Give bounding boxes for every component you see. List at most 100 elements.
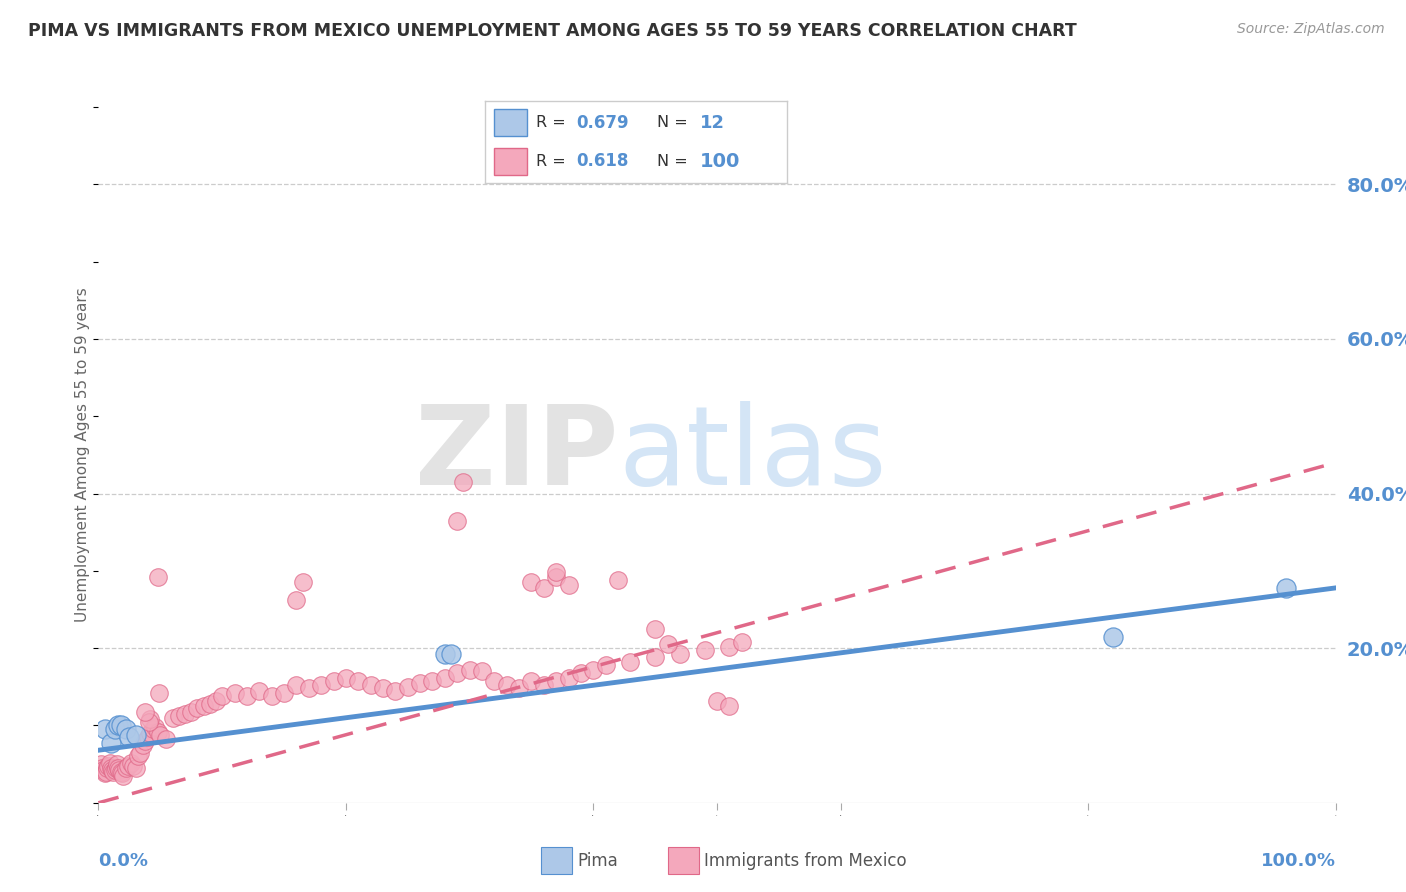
Point	[103, 764, 125, 779]
Point	[224, 686, 246, 700]
Text: ZIP: ZIP	[415, 401, 619, 508]
Point	[422, 673, 444, 688]
Point	[146, 724, 169, 739]
Point	[718, 699, 741, 714]
Point	[731, 635, 754, 649]
Point	[93, 723, 115, 737]
Point	[93, 766, 115, 780]
Text: 0.679: 0.679	[576, 113, 628, 131]
Text: N =: N =	[658, 153, 693, 169]
Point	[533, 581, 555, 595]
Y-axis label: Unemployment Among Ages 55 to 59 years: Unemployment Among Ages 55 to 59 years	[75, 287, 90, 623]
Point	[124, 728, 146, 742]
Point	[657, 637, 679, 651]
Point	[96, 761, 118, 775]
Point	[110, 718, 132, 732]
Point	[101, 764, 124, 778]
Point	[114, 761, 136, 775]
Point	[103, 723, 125, 737]
Point	[108, 764, 131, 778]
Point	[139, 712, 162, 726]
Point	[205, 694, 228, 708]
Point	[619, 655, 641, 669]
Point	[546, 570, 568, 584]
Point	[174, 706, 197, 721]
Text: Immigrants from Mexico: Immigrants from Mexico	[704, 852, 907, 870]
Point	[236, 689, 259, 703]
Point	[112, 769, 135, 783]
Point	[557, 671, 579, 685]
Point	[122, 758, 145, 772]
Point	[335, 671, 357, 685]
Text: 0.0%: 0.0%	[98, 852, 149, 870]
Point	[533, 678, 555, 692]
Point	[143, 720, 166, 734]
Point	[198, 697, 221, 711]
Text: PIMA VS IMMIGRANTS FROM MEXICO UNEMPLOYMENT AMONG AGES 55 TO 59 YEARS CORRELATIO: PIMA VS IMMIGRANTS FROM MEXICO UNEMPLOYM…	[28, 22, 1077, 40]
Point	[644, 622, 666, 636]
Point	[105, 757, 128, 772]
Text: 100: 100	[700, 152, 740, 170]
Point	[193, 699, 215, 714]
Point	[114, 723, 136, 737]
Point	[595, 658, 617, 673]
Text: R =: R =	[537, 153, 571, 169]
Point	[93, 764, 115, 778]
Point	[136, 730, 159, 744]
Point	[98, 756, 121, 770]
Text: N =: N =	[658, 115, 693, 130]
Point	[155, 732, 177, 747]
Point	[285, 593, 308, 607]
Point	[180, 705, 202, 719]
Point	[94, 764, 117, 779]
Point	[107, 718, 129, 732]
Point	[520, 575, 543, 590]
Point	[100, 761, 122, 775]
Point	[132, 738, 155, 752]
Point	[446, 514, 468, 528]
Point	[520, 673, 543, 688]
Point	[396, 680, 419, 694]
Point	[495, 678, 517, 692]
Point	[546, 566, 568, 580]
Point	[582, 663, 605, 677]
Point	[409, 676, 432, 690]
Point	[446, 665, 468, 680]
Point	[1102, 630, 1125, 644]
Point	[1275, 581, 1298, 595]
Point	[569, 665, 592, 680]
Point	[110, 764, 132, 779]
Point	[103, 764, 125, 778]
Point	[440, 648, 463, 662]
Point	[718, 640, 741, 654]
Text: 12: 12	[700, 113, 724, 131]
Point	[260, 689, 283, 703]
Point	[557, 578, 579, 592]
Point	[706, 694, 728, 708]
Text: Pima: Pima	[578, 852, 619, 870]
Point	[97, 758, 120, 772]
Point	[360, 678, 382, 692]
Point	[139, 726, 162, 740]
Point	[433, 671, 456, 685]
Point	[186, 701, 208, 715]
Text: 100.0%: 100.0%	[1261, 852, 1336, 870]
Point	[546, 673, 568, 688]
Point	[309, 678, 332, 692]
Point	[298, 681, 321, 696]
Point	[471, 665, 494, 679]
Point	[117, 758, 139, 772]
Point	[644, 650, 666, 665]
Point	[100, 735, 122, 749]
Point	[693, 642, 716, 657]
Text: Source: ZipAtlas.com: Source: ZipAtlas.com	[1237, 22, 1385, 37]
Text: R =: R =	[537, 115, 571, 130]
Point	[347, 673, 370, 688]
Point	[484, 673, 506, 688]
Bar	[494, 147, 527, 175]
Point	[433, 648, 456, 662]
Point	[127, 749, 149, 764]
Point	[134, 705, 156, 719]
Point	[458, 663, 481, 677]
Point	[120, 756, 142, 770]
